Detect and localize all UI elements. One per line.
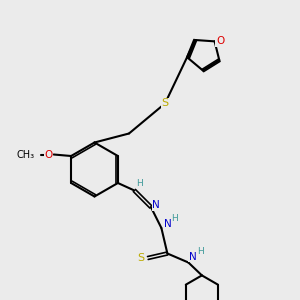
Text: S: S [138,253,145,263]
Text: N: N [189,251,197,262]
Text: H: H [198,247,204,256]
Text: H: H [172,214,178,223]
Text: S: S [161,98,169,109]
Text: O: O [44,149,53,160]
Text: N: N [152,200,160,211]
Text: CH₃: CH₃ [17,149,35,160]
Text: O: O [216,36,224,46]
Text: H: H [136,179,143,188]
Text: N: N [164,219,171,230]
